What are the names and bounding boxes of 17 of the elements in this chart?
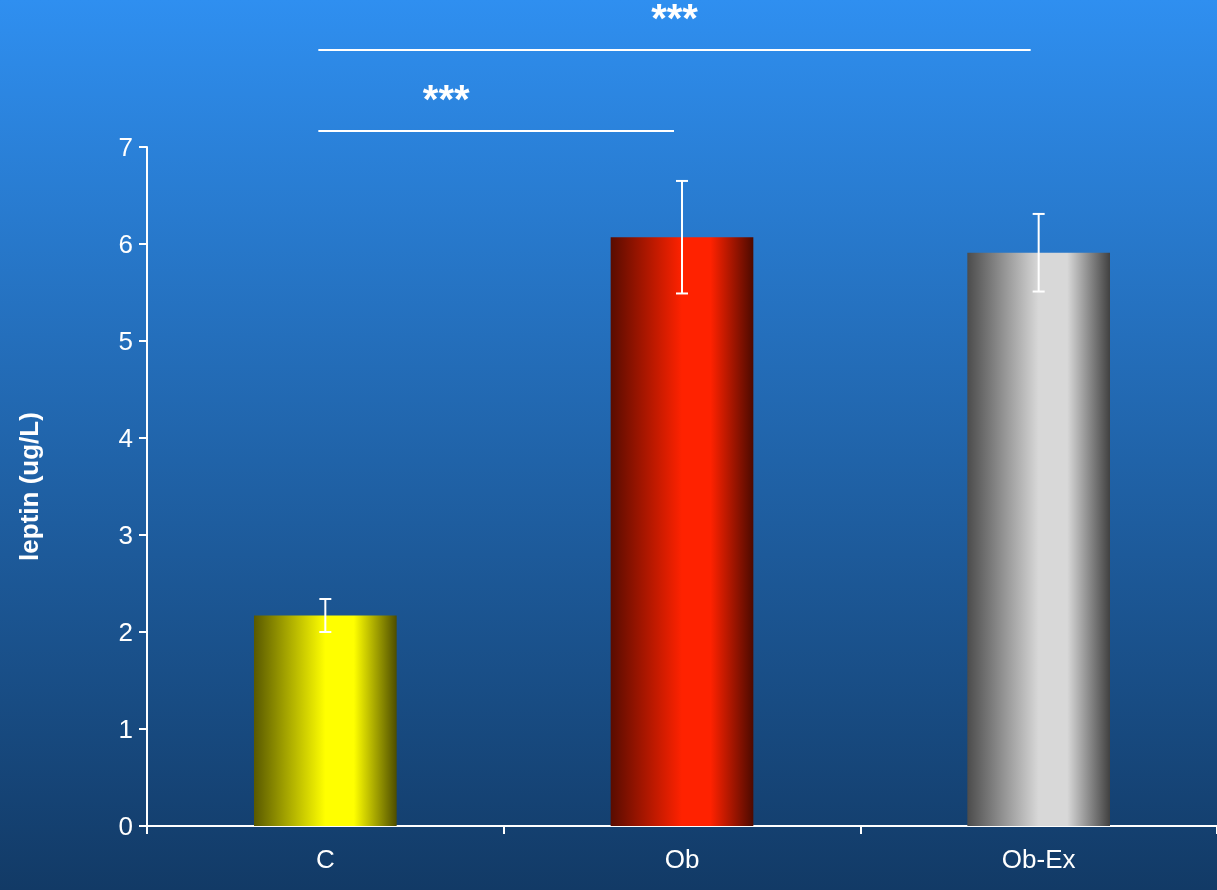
y-tick-label: 6 bbox=[118, 229, 133, 259]
y-axis-title: leptin (ug/L) bbox=[14, 412, 44, 561]
y-tick-label: 7 bbox=[118, 132, 133, 162]
y-tick-label: 0 bbox=[118, 811, 133, 841]
y-tick-label: 3 bbox=[118, 520, 133, 550]
bar bbox=[610, 237, 754, 826]
x-tick-label: C bbox=[315, 844, 335, 874]
bar bbox=[967, 252, 1110, 826]
text: *** bbox=[422, 77, 470, 121]
text: *** bbox=[651, 0, 699, 40]
x-tick-label: Ob-Ex bbox=[1001, 844, 1076, 874]
y-tick-label: 1 bbox=[118, 714, 133, 744]
y-tick-label: 2 bbox=[118, 617, 133, 647]
x-tick-label: Ob bbox=[664, 844, 700, 874]
bar bbox=[254, 615, 397, 826]
y-tick-label: 5 bbox=[118, 326, 133, 356]
y-tick-label: 4 bbox=[118, 423, 133, 453]
